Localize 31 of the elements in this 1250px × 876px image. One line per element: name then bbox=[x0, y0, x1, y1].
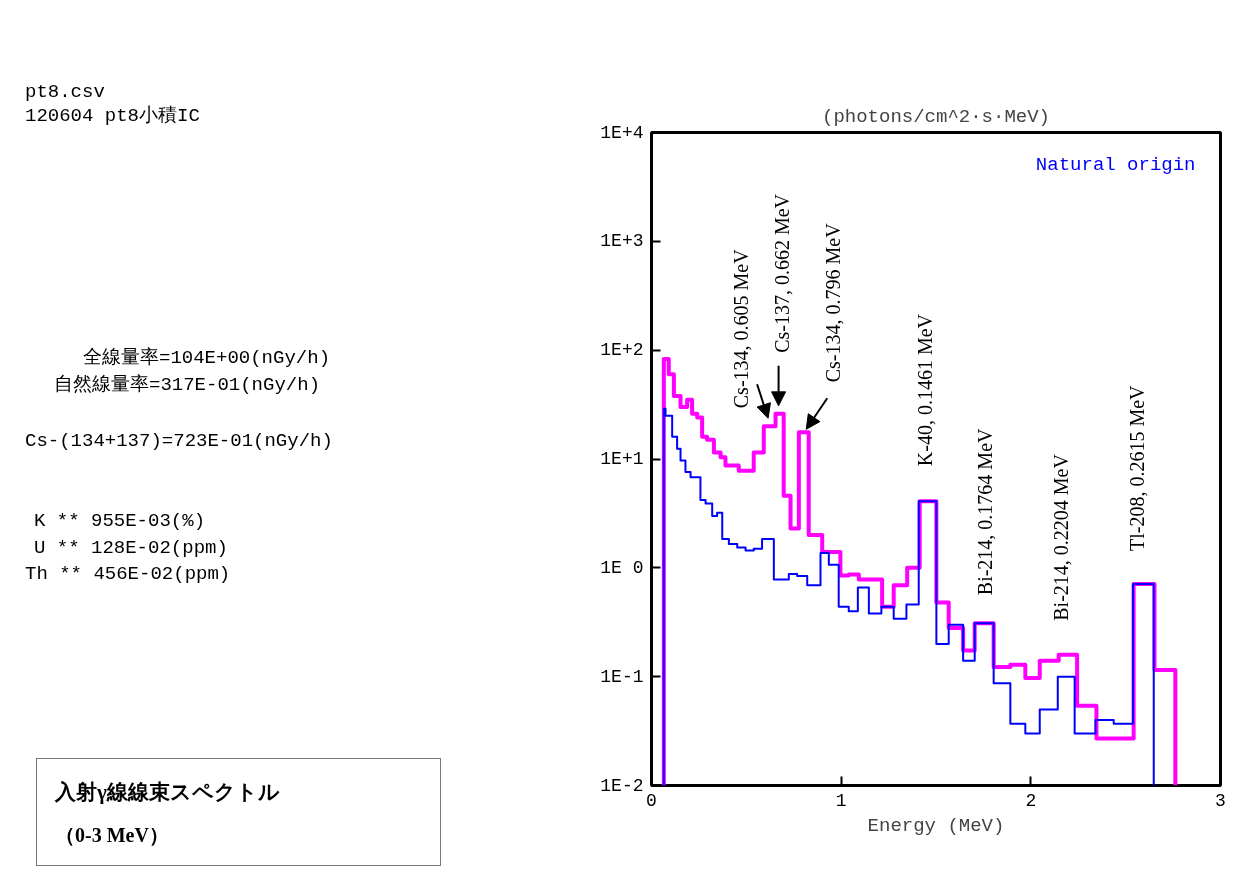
y-tick-label: 1E+1 bbox=[600, 449, 644, 469]
text: 入射γ線線束スペクトル bbox=[55, 779, 280, 806]
y-tick-label: 1E 0 bbox=[600, 557, 644, 578]
annotation: Bi-214, 0.2204 MeV bbox=[1049, 453, 1072, 621]
x-tick-label: 3 bbox=[1215, 790, 1226, 811]
annotation: Bi-214, 0.1764 MeV bbox=[974, 427, 997, 596]
y-tick-label: 1E+3 bbox=[600, 231, 644, 252]
annotation: Tl-208, 0.2615 MeV bbox=[1125, 384, 1148, 552]
text: Cs-(134+137)=723E-01(nGy/h) bbox=[25, 429, 333, 454]
text: K ** 955E-03(%) bbox=[34, 509, 206, 534]
annotation: Cs-137, 0.662 MeV bbox=[770, 193, 793, 353]
y-tick-label: 1E+2 bbox=[600, 340, 644, 361]
annotation: Cs-134, 0.605 MeV bbox=[730, 248, 753, 409]
x-axis-title: Energy (MeV) bbox=[867, 814, 1005, 837]
annotation: K-40, 0.1461 MeV bbox=[914, 313, 937, 467]
text: 全線量率=104E+00(nGy/h) bbox=[83, 346, 331, 371]
x-tick-label: 1 bbox=[835, 790, 847, 811]
text: 自然線量率=317E-01(nGy/h) bbox=[54, 373, 321, 398]
annotation: Cs-134, 0.796 MeV bbox=[822, 222, 845, 383]
y-tick-label: 1E-1 bbox=[600, 666, 644, 687]
x-tick-label: 2 bbox=[1025, 790, 1037, 811]
text: pt8.csv bbox=[25, 80, 105, 105]
x-tick-label: 0 bbox=[646, 790, 657, 811]
text: （0-3 MeV） bbox=[55, 823, 169, 848]
y-tick-label: 1E-2 bbox=[600, 775, 644, 796]
text: 120604 pt8小積IC bbox=[25, 104, 200, 129]
text: Natural origin bbox=[1035, 153, 1196, 176]
text: U ** 128E-02(ppm) bbox=[34, 536, 228, 561]
y-axis-title: (photons/cm^2·s·MeV) bbox=[821, 105, 1051, 128]
text: Th ** 456E-02(ppm) bbox=[25, 562, 231, 587]
y-tick-label: 1E+4 bbox=[600, 122, 644, 143]
